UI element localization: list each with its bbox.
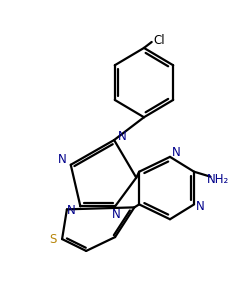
Text: NH₂: NH₂ bbox=[206, 173, 228, 186]
Text: N: N bbox=[171, 146, 179, 159]
Text: N: N bbox=[117, 130, 126, 142]
Text: N: N bbox=[67, 204, 76, 217]
Text: N: N bbox=[111, 208, 120, 221]
Text: N: N bbox=[58, 153, 66, 166]
Text: Cl: Cl bbox=[153, 33, 164, 47]
Text: N: N bbox=[195, 200, 203, 213]
Text: S: S bbox=[49, 233, 57, 246]
